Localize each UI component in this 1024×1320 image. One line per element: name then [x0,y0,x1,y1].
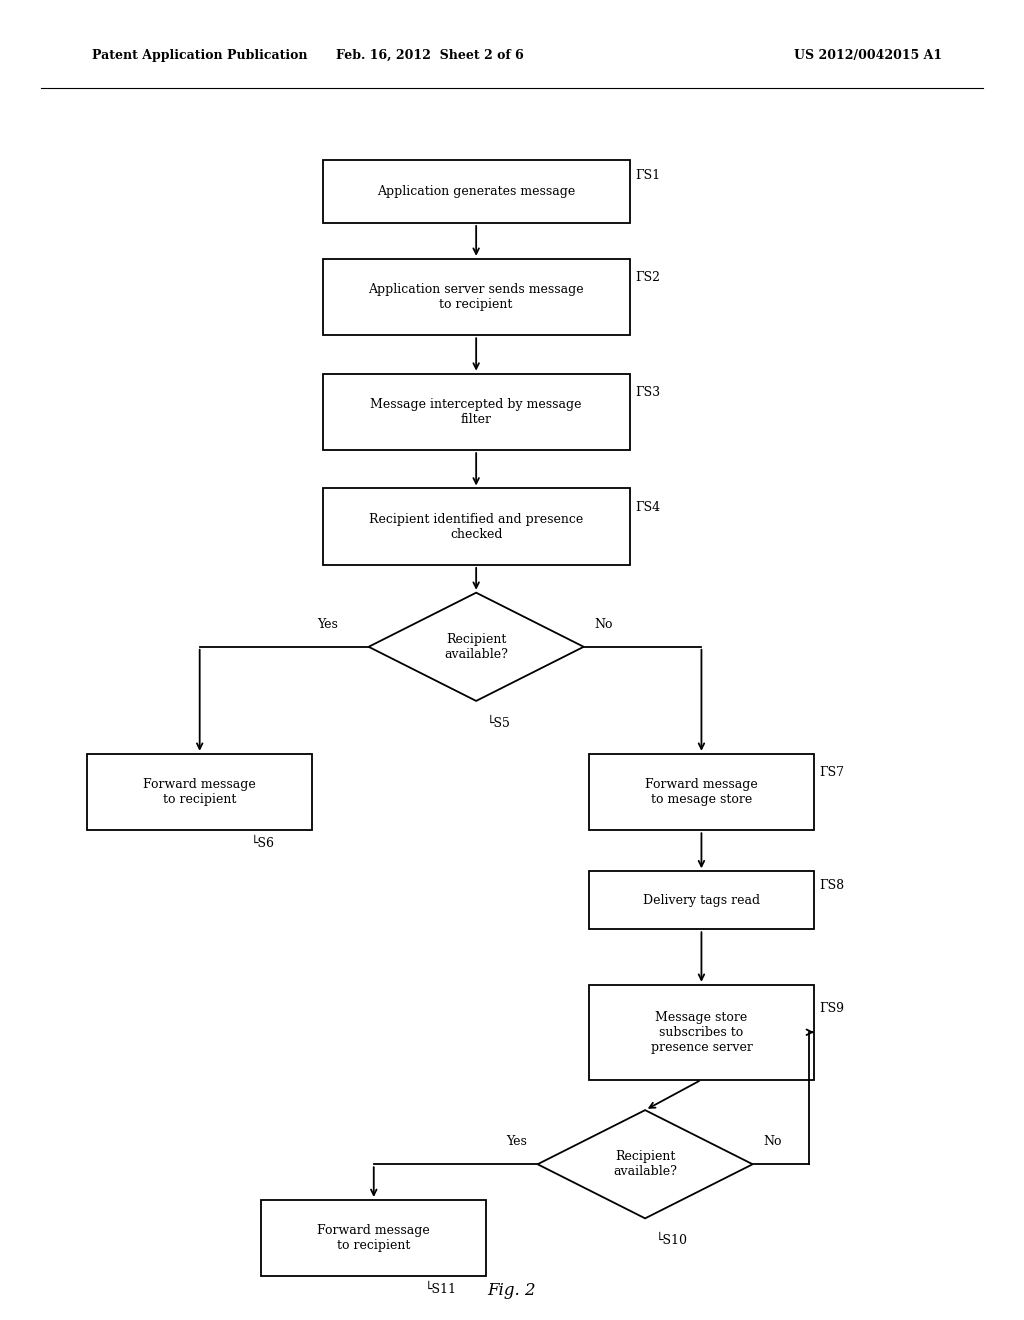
Text: └S10: └S10 [655,1234,687,1247]
Text: Application server sends message
to recipient: Application server sends message to reci… [369,282,584,312]
Text: └S11: └S11 [425,1283,457,1296]
Text: ΓS2: ΓS2 [635,272,659,284]
FancyBboxPatch shape [589,871,814,929]
Text: └S6: └S6 [251,837,274,850]
Text: └S5: └S5 [486,717,510,730]
FancyBboxPatch shape [261,1200,486,1276]
Text: Recipient
available?: Recipient available? [444,632,508,661]
Text: Forward message
to mesage store: Forward message to mesage store [645,777,758,807]
Text: No: No [594,618,612,631]
Text: Forward message
to recipient: Forward message to recipient [143,777,256,807]
FancyBboxPatch shape [323,160,630,223]
Text: Recipient
available?: Recipient available? [613,1150,677,1179]
Text: Patent Application Publication: Patent Application Publication [92,49,307,62]
Text: No: No [763,1135,781,1148]
Polygon shape [369,593,584,701]
FancyBboxPatch shape [323,259,630,335]
Polygon shape [538,1110,753,1218]
Text: ΓS4: ΓS4 [635,502,660,513]
FancyBboxPatch shape [87,754,312,830]
Text: Yes: Yes [507,1135,527,1148]
Text: ΓS7: ΓS7 [819,767,844,779]
Text: ΓS9: ΓS9 [819,1002,844,1015]
Text: Message intercepted by message
filter: Message intercepted by message filter [371,397,582,426]
Text: ΓS1: ΓS1 [635,169,660,182]
Text: ΓS8: ΓS8 [819,879,845,892]
Text: Forward message
to recipient: Forward message to recipient [317,1224,430,1253]
Text: ΓS3: ΓS3 [635,387,660,399]
Text: Application generates message: Application generates message [377,185,575,198]
FancyBboxPatch shape [323,488,630,565]
Text: Recipient identified and presence
checked: Recipient identified and presence checke… [369,512,584,541]
Text: Fig. 2: Fig. 2 [487,1283,537,1299]
Text: Message store
subscribes to
presence server: Message store subscribes to presence ser… [650,1011,753,1053]
Text: Feb. 16, 2012  Sheet 2 of 6: Feb. 16, 2012 Sheet 2 of 6 [336,49,524,62]
Text: Delivery tags read: Delivery tags read [643,894,760,907]
Text: Yes: Yes [317,618,338,631]
FancyBboxPatch shape [589,985,814,1080]
Text: US 2012/0042015 A1: US 2012/0042015 A1 [794,49,942,62]
FancyBboxPatch shape [589,754,814,830]
FancyBboxPatch shape [323,374,630,450]
